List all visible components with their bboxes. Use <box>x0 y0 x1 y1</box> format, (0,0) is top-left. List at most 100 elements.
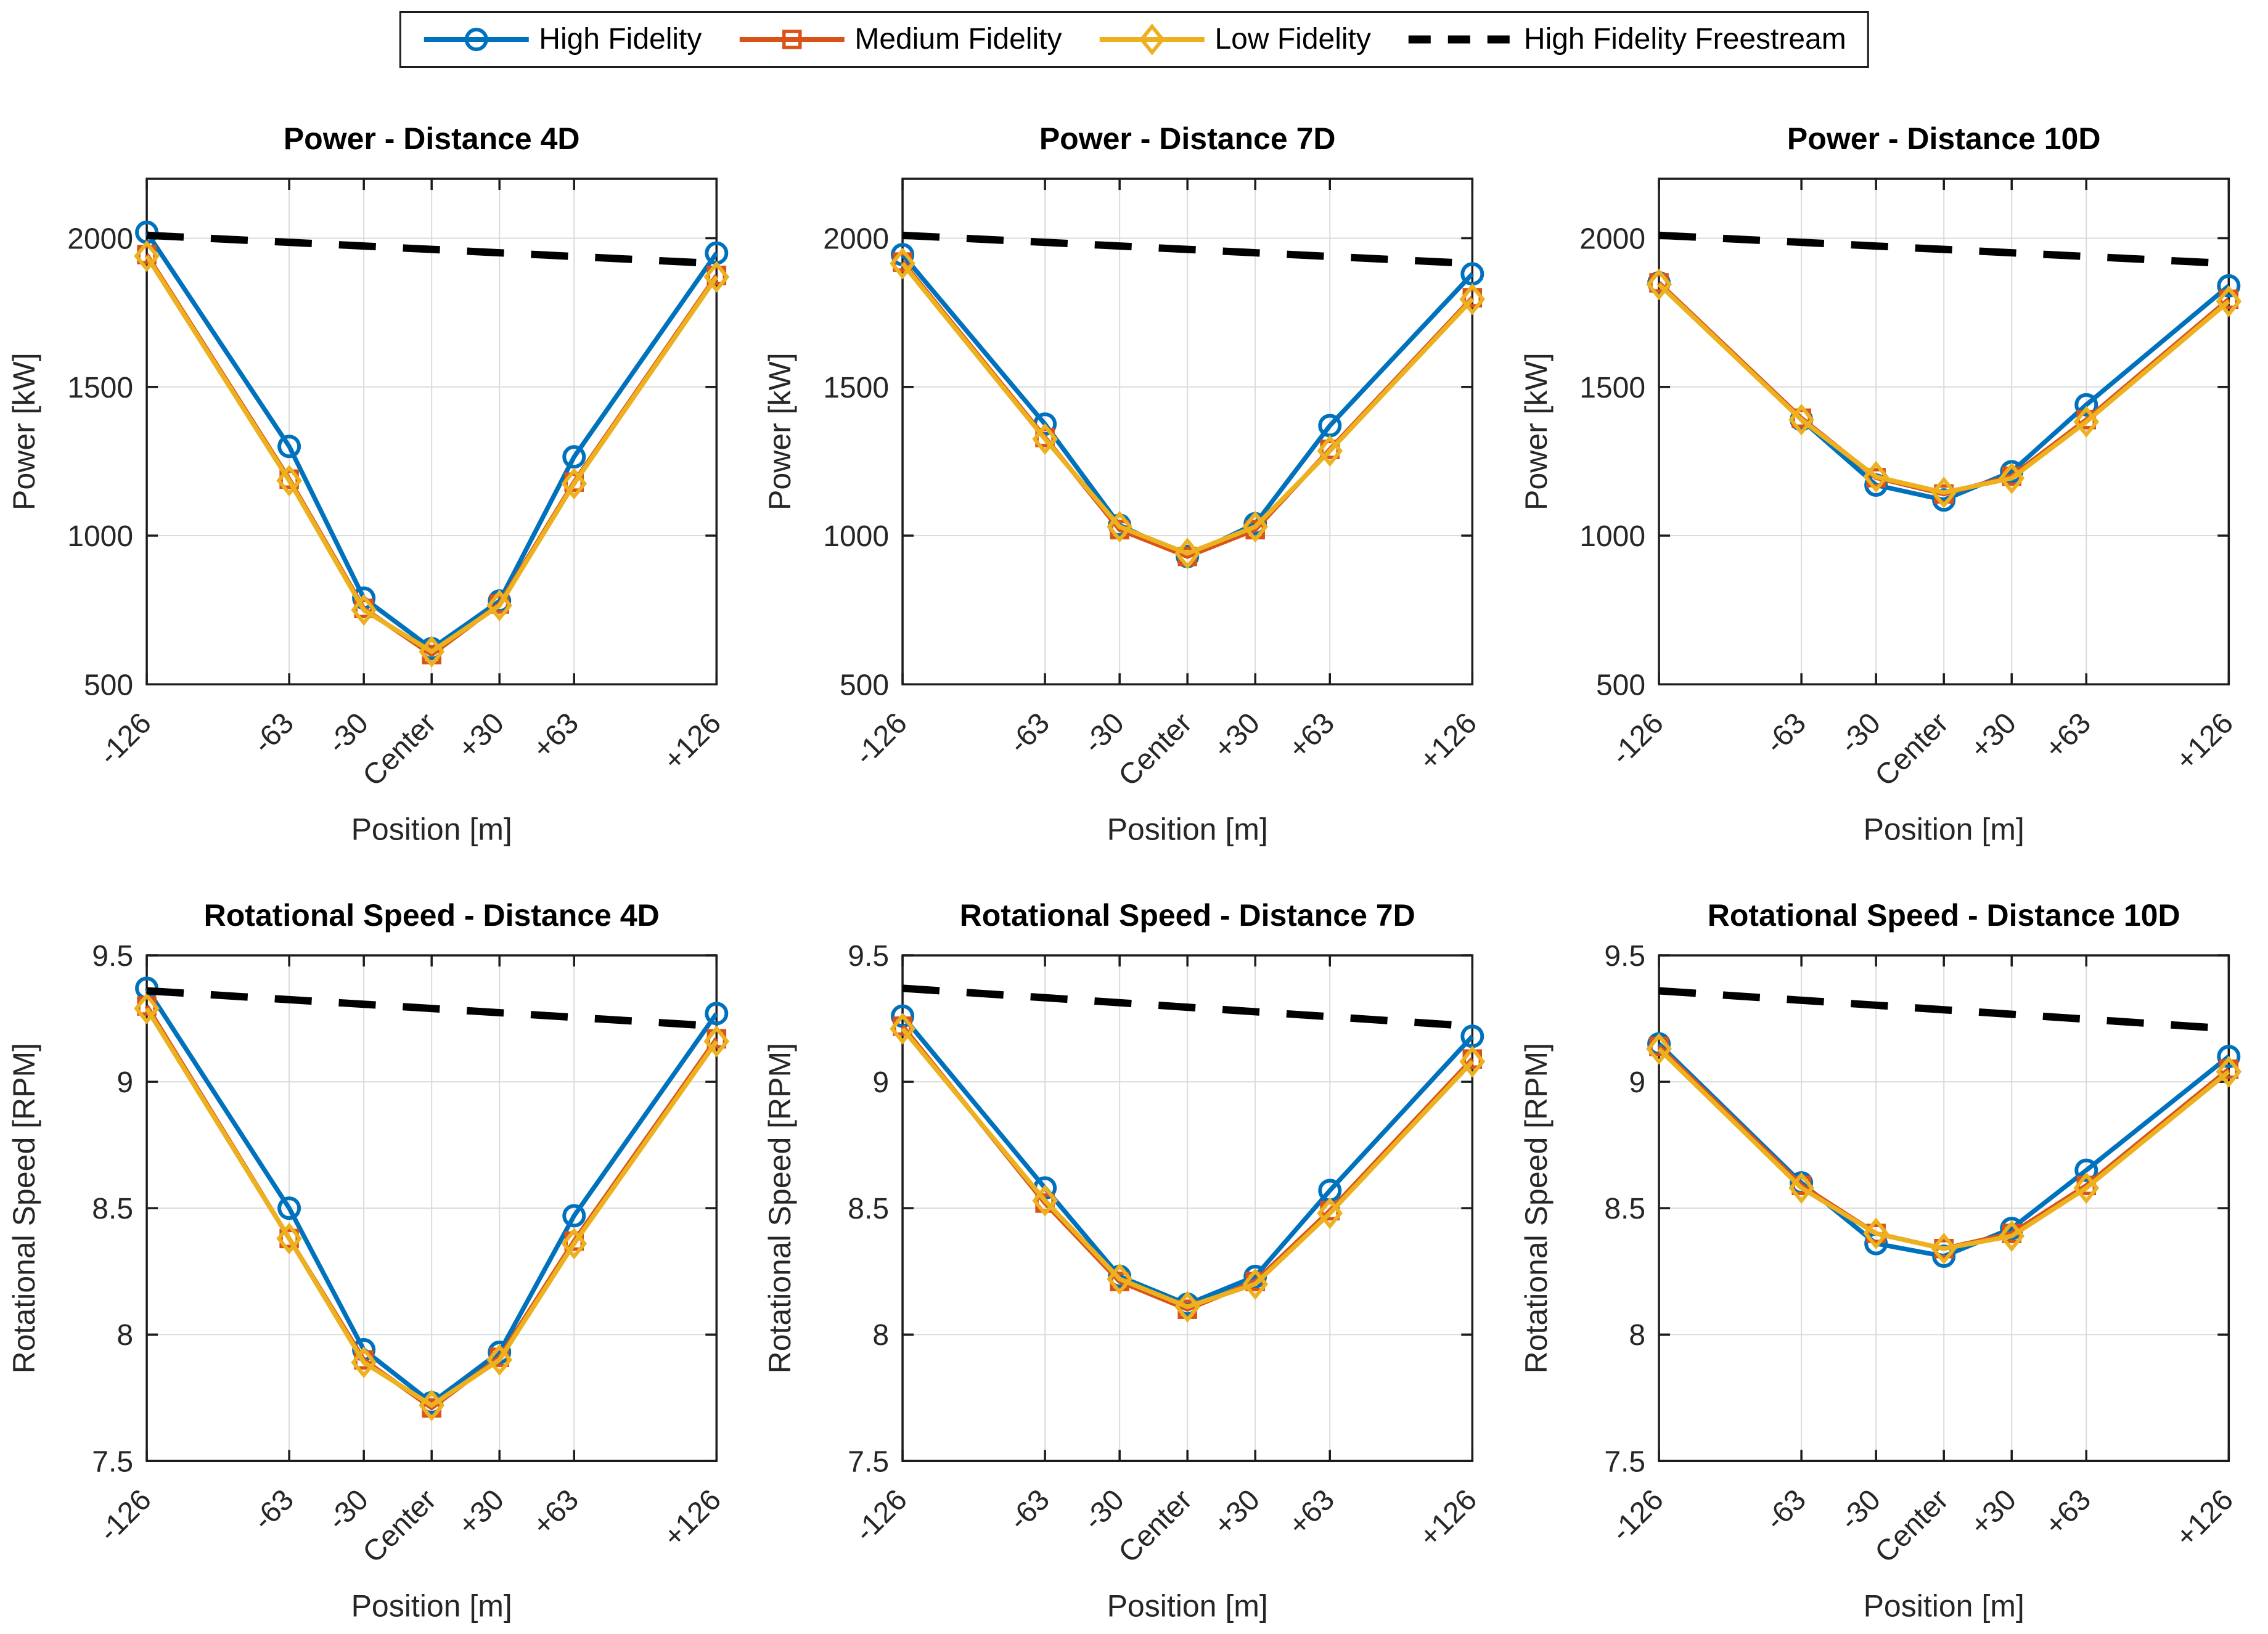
axis-box <box>1657 178 2230 686</box>
series-low-fidelity <box>1645 268 2241 509</box>
y-tick-label: 1500 <box>67 372 133 404</box>
marker-diamond <box>1242 1268 1269 1301</box>
legend-sample-circle-line <box>424 28 529 51</box>
legend: High Fidelity Medium Fidelity Low Fidelity… <box>399 11 1869 68</box>
y-tick-label: 1500 <box>1579 372 1645 404</box>
marker-diamond <box>2073 1172 2099 1204</box>
x-tick-label: +63 <box>2039 707 2097 766</box>
grid-lines <box>902 179 1473 685</box>
series-line <box>901 262 1475 557</box>
series-low-fidelity <box>134 992 730 1422</box>
y-axis-label: Rotational Speed [RPM] <box>763 1043 797 1373</box>
chart-canvas: Power - Distance 7D Power [kW] Position [m… <box>763 121 1486 846</box>
marker-circle <box>2216 1045 2240 1069</box>
x-tick-label: -30 <box>1078 707 1131 761</box>
x-tick-label: Center <box>357 1484 443 1569</box>
y-tick-label: 500 <box>84 669 133 701</box>
x-tick-label: +63 <box>1282 1484 1341 1542</box>
chart-canvas: Power - Distance 4D Power [kW] Position [m… <box>7 121 730 846</box>
marker-diamond <box>1930 476 1957 509</box>
x-tick-label: +126 <box>1413 707 1483 777</box>
marker-circle <box>705 1002 729 1026</box>
marker-diamond <box>134 240 160 272</box>
y-tick-label: 9 <box>873 1066 890 1099</box>
x-tick-label: -63 <box>247 1484 300 1537</box>
series-line <box>901 1027 1475 1310</box>
marker-circle <box>891 1004 915 1028</box>
series-low-fidelity <box>1645 1033 2241 1265</box>
series-high-fidelity-freestream <box>1658 987 2229 1033</box>
x-axis-label: Position [m] <box>1107 1589 1268 1624</box>
x-tick-label: Center <box>357 707 443 793</box>
legend-sample-dashed-line <box>1408 35 1513 44</box>
y-tick-label: 8.5 <box>92 1193 133 1226</box>
grid-lines <box>146 955 718 1462</box>
axis-box <box>1657 954 2230 1463</box>
chart-rotational-speed-distance-4d: Rotational Speed - Distance 4D Rotational… <box>0 857 756 1633</box>
y-tick-label: 9.5 <box>848 940 890 973</box>
marker-circle <box>2074 1158 2098 1182</box>
marker-diamond <box>1317 435 1343 467</box>
marker-square <box>782 30 802 49</box>
x-tick-label: +30 <box>452 707 510 766</box>
legend-item-high-fidelity: High Fidelity <box>422 20 702 59</box>
freestream-dashed-line <box>146 987 717 1031</box>
y-tick-label: 500 <box>1596 669 1645 701</box>
chart-power-distance-4d: Power - Distance 4D Power [kW] Position [m… <box>0 80 756 857</box>
axis-box <box>901 178 1474 686</box>
series-high-fidelity-freestream <box>903 231 1473 268</box>
y-tick-label: 1000 <box>67 520 133 553</box>
y-tick-label: 9 <box>1629 1066 1645 1099</box>
marker-diamond <box>276 464 302 497</box>
chart-title: Power - Distance 7D <box>1039 121 1336 156</box>
y-axis-label: Power [kW] <box>7 353 41 510</box>
x-tick-label: -63 <box>1003 1484 1057 1537</box>
x-tick-label: Center <box>1113 707 1198 793</box>
x-tick-label: +63 <box>1282 707 1341 766</box>
x-tick-label: +63 <box>526 1484 585 1542</box>
y-axis-label: Rotational Speed [RPM] <box>1519 1043 1554 1373</box>
marker-diamond <box>1139 23 1165 55</box>
x-tick-label: +30 <box>1208 1484 1266 1542</box>
x-axis-label: Position [m] <box>1863 1589 2024 1624</box>
legend-item-medium-fidelity: Medium Fidelity <box>737 20 1062 59</box>
x-tick-label: -126 <box>92 1484 157 1548</box>
series-low-fidelity <box>890 247 1486 570</box>
x-tick-label: -126 <box>1605 1484 1669 1548</box>
y-tick-label: 2000 <box>824 223 890 256</box>
series-low-fidelity <box>890 1013 1486 1323</box>
axis-box <box>145 954 718 1463</box>
series-high-fidelity-freestream <box>902 984 1473 1031</box>
chart-power-distance-10d: Power - Distance 10D Power [kW] Position [… <box>1512 80 2268 857</box>
marker-diamond <box>2073 406 2099 438</box>
y-tick-label: 2000 <box>1579 223 1645 256</box>
x-tick-label: -126 <box>849 1484 914 1548</box>
marker-diamond <box>1999 1220 2024 1252</box>
marker-diamond <box>1032 1185 1058 1217</box>
marker-diamond <box>1862 460 1889 493</box>
marker-diamond <box>1242 510 1269 543</box>
y-axis-label: Rotational Speed [RPM] <box>7 1043 41 1373</box>
x-axis-label: Position [m] <box>351 812 512 846</box>
chart-title: Rotational Speed - Distance 4D <box>204 898 660 933</box>
series-line <box>144 231 719 652</box>
y-tick-label: 1000 <box>1579 520 1645 553</box>
x-tick-label: -30 <box>1833 1484 1887 1537</box>
marker-circle <box>2074 393 2098 417</box>
series-line <box>1657 282 2230 495</box>
chart-rotational-speed-distance-10d: Rotational Speed - Distance 10D Rotationa… <box>1512 857 2268 1633</box>
marker-diamond <box>486 589 513 622</box>
marker-circle <box>2216 274 2240 298</box>
series-line <box>1657 1047 2230 1251</box>
charts-grid: Power - Distance 4D Power [kW] Position [m… <box>0 80 2268 1633</box>
grid-lines <box>902 955 1473 1462</box>
x-tick-label: +30 <box>1208 707 1266 766</box>
freestream-dashed-line <box>903 231 1473 268</box>
marker-diamond <box>486 1344 513 1376</box>
x-tick-label: +126 <box>2169 1484 2240 1554</box>
marker-diamond <box>1107 1263 1133 1296</box>
marker-diamond <box>890 1013 916 1045</box>
marker-diamond <box>1174 537 1201 570</box>
legend-item-high-fidelity-freestream: High Fidelity Freestream <box>1407 20 1846 59</box>
marker-diamond <box>276 1222 302 1255</box>
